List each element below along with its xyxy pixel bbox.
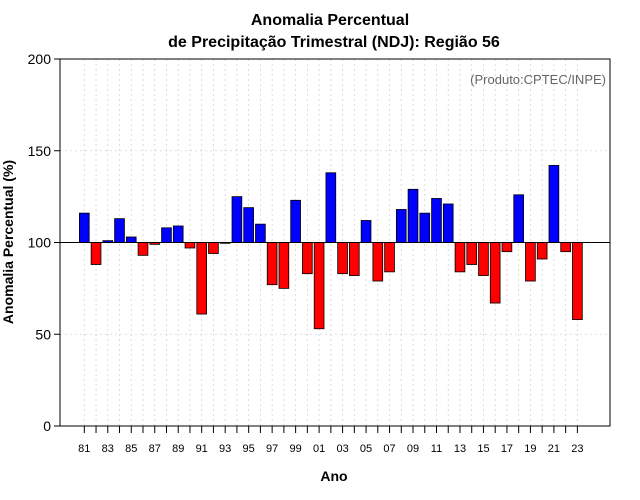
x-tick-label: 93 xyxy=(219,443,231,455)
bar-17 xyxy=(501,242,513,253)
y-axis-label: Anomalia Percentual (%) xyxy=(0,160,16,324)
bar-05 xyxy=(360,220,372,243)
bar-16 xyxy=(489,242,501,304)
x-tick-label: 95 xyxy=(243,443,255,455)
bar-11 xyxy=(431,198,442,243)
x-tick-label: 17 xyxy=(501,443,513,455)
x-tick-label: 03 xyxy=(336,443,348,455)
bar-08 xyxy=(395,209,407,243)
bar-81 xyxy=(79,212,90,243)
bar-01 xyxy=(313,242,325,330)
chart-title-line-2: de Precipitação Trimestral (NDJ): Região… xyxy=(168,34,500,51)
x-tick-label: 09 xyxy=(407,443,419,455)
bar-92 xyxy=(208,242,219,254)
bar-97 xyxy=(266,242,278,286)
x-tick-label: 99 xyxy=(289,443,301,455)
bar-86 xyxy=(137,242,149,256)
x-tick-label: 91 xyxy=(196,443,208,455)
bar-96 xyxy=(255,223,266,243)
bar-18 xyxy=(513,194,524,243)
bar-23 xyxy=(572,242,583,320)
bar-04 xyxy=(349,242,360,276)
bar-14 xyxy=(466,242,478,265)
bar-99 xyxy=(290,199,301,243)
bar-02 xyxy=(325,172,337,243)
bar-09 xyxy=(407,188,419,243)
bar-06 xyxy=(372,242,384,282)
bar-21 xyxy=(548,165,560,243)
bar-layer xyxy=(79,165,583,330)
x-tick-label: 05 xyxy=(360,443,372,455)
x-tick-label: 01 xyxy=(313,443,325,455)
bar-03 xyxy=(337,242,348,275)
x-tick-label: 07 xyxy=(383,443,395,455)
bar-94 xyxy=(231,196,243,243)
bar-20 xyxy=(536,242,548,260)
bar-88 xyxy=(161,227,172,243)
bar-98 xyxy=(278,242,290,289)
x-tick-label: 85 xyxy=(125,443,137,455)
bar-07 xyxy=(384,242,395,273)
y-tick-label: 200 xyxy=(28,51,52,67)
x-axis-label: Ano xyxy=(320,468,347,484)
bar-84 xyxy=(114,218,125,243)
x-axis-ticks: 81 83 85 87 89 91 93 95 97 99 01 03 05 07 09 11 13 15 17 19… xyxy=(78,426,584,455)
bar-19 xyxy=(525,242,536,282)
bar-15 xyxy=(478,242,489,276)
bar-89 xyxy=(172,225,184,243)
y-tick-label: 100 xyxy=(28,235,52,251)
credit-label: (Produto:CPTEC/INPE) xyxy=(470,72,606,87)
x-tick-label: 19 xyxy=(524,443,536,455)
y-tick-label: 150 xyxy=(28,143,52,159)
y-tick-label: 50 xyxy=(35,326,51,342)
bar-85 xyxy=(125,236,137,243)
bar-91 xyxy=(196,242,208,315)
bar-95 xyxy=(243,207,254,243)
bar-90 xyxy=(184,242,196,249)
bar-22 xyxy=(560,242,571,253)
bar-12 xyxy=(442,203,454,243)
x-tick-label: 87 xyxy=(149,443,161,455)
x-tick-label: 15 xyxy=(477,443,489,455)
x-tick-label: 97 xyxy=(266,443,278,455)
x-tick-label: 13 xyxy=(454,443,466,455)
bar-10 xyxy=(419,212,431,243)
bar-13 xyxy=(454,242,466,273)
x-tick-label: 89 xyxy=(172,443,184,455)
x-tick-label: 83 xyxy=(102,443,114,455)
y-axis-ticks: 0 50 100 150 200 xyxy=(28,51,60,434)
x-tick-label: 21 xyxy=(548,443,560,455)
x-tick-label: 11 xyxy=(431,443,442,455)
y-tick-label: 0 xyxy=(43,418,51,434)
bar-82 xyxy=(90,242,102,265)
x-tick-label: 23 xyxy=(571,443,583,455)
x-tick-label: 81 xyxy=(78,443,90,455)
bar-00 xyxy=(302,242,313,275)
chart-title-line-1: Anomalia Percentual xyxy=(251,12,409,29)
